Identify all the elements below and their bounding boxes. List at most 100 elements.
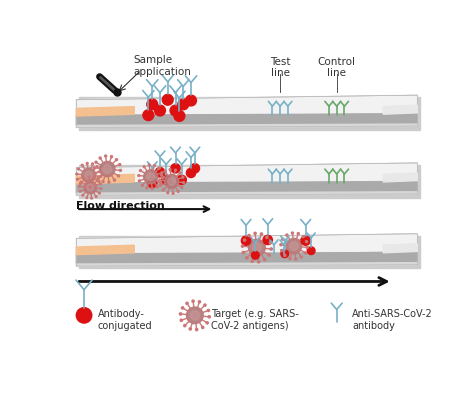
Circle shape	[162, 189, 164, 191]
Polygon shape	[79, 236, 419, 268]
Polygon shape	[76, 95, 417, 118]
Circle shape	[76, 179, 78, 180]
Polygon shape	[76, 263, 417, 266]
Circle shape	[99, 192, 100, 194]
Circle shape	[91, 163, 93, 165]
Circle shape	[162, 177, 164, 179]
Circle shape	[192, 300, 194, 302]
Circle shape	[180, 319, 182, 322]
Circle shape	[284, 254, 286, 256]
Polygon shape	[76, 182, 417, 193]
Circle shape	[289, 258, 291, 260]
Circle shape	[118, 175, 119, 177]
Circle shape	[290, 242, 298, 250]
Circle shape	[241, 236, 251, 245]
Circle shape	[95, 196, 97, 198]
Circle shape	[162, 94, 173, 105]
Circle shape	[257, 261, 260, 263]
Circle shape	[182, 307, 184, 309]
Polygon shape	[383, 173, 417, 182]
Circle shape	[155, 105, 165, 116]
Circle shape	[186, 95, 196, 106]
Circle shape	[147, 99, 158, 110]
Circle shape	[108, 181, 110, 183]
Circle shape	[177, 190, 179, 192]
Circle shape	[158, 167, 160, 169]
Circle shape	[94, 184, 96, 186]
Polygon shape	[383, 105, 417, 114]
Circle shape	[144, 170, 158, 184]
Circle shape	[88, 176, 90, 178]
Circle shape	[306, 246, 308, 248]
Polygon shape	[79, 98, 419, 130]
Circle shape	[76, 173, 78, 175]
Circle shape	[286, 234, 288, 236]
Circle shape	[143, 110, 154, 120]
Circle shape	[292, 232, 293, 234]
Circle shape	[82, 168, 96, 182]
Circle shape	[252, 243, 262, 252]
Circle shape	[138, 175, 140, 177]
Circle shape	[100, 162, 115, 177]
Polygon shape	[76, 252, 417, 264]
Circle shape	[116, 159, 118, 161]
Circle shape	[159, 179, 161, 181]
Circle shape	[148, 164, 150, 166]
Circle shape	[248, 239, 265, 256]
Circle shape	[139, 169, 141, 171]
Circle shape	[97, 177, 99, 179]
Circle shape	[151, 188, 153, 190]
Circle shape	[79, 183, 81, 185]
Circle shape	[282, 238, 284, 240]
Circle shape	[79, 190, 81, 192]
Circle shape	[297, 233, 299, 235]
Circle shape	[147, 173, 155, 181]
Circle shape	[98, 181, 100, 182]
Circle shape	[301, 236, 310, 245]
Circle shape	[171, 164, 180, 173]
Circle shape	[87, 184, 94, 191]
Polygon shape	[79, 165, 419, 198]
Circle shape	[86, 162, 88, 164]
Circle shape	[103, 165, 111, 173]
Circle shape	[93, 177, 94, 178]
Circle shape	[95, 161, 97, 163]
Circle shape	[248, 235, 250, 237]
Circle shape	[269, 242, 272, 244]
Circle shape	[76, 308, 92, 323]
Circle shape	[244, 239, 246, 241]
Polygon shape	[76, 245, 134, 255]
Circle shape	[177, 175, 186, 184]
Circle shape	[84, 181, 97, 194]
Circle shape	[307, 247, 315, 254]
Circle shape	[86, 197, 88, 199]
Circle shape	[159, 184, 161, 186]
Circle shape	[105, 155, 107, 157]
Circle shape	[138, 180, 140, 182]
Circle shape	[164, 175, 179, 188]
Circle shape	[81, 164, 83, 166]
Circle shape	[190, 311, 200, 320]
Polygon shape	[76, 163, 417, 185]
Circle shape	[97, 179, 99, 181]
Circle shape	[182, 182, 184, 184]
Circle shape	[99, 170, 101, 172]
Text: Anti-SARS-CoV-2
antibody: Anti-SARS-CoV-2 antibody	[352, 309, 433, 331]
Circle shape	[167, 192, 169, 194]
Circle shape	[147, 178, 157, 188]
Polygon shape	[76, 174, 134, 184]
Circle shape	[180, 313, 182, 315]
Circle shape	[89, 186, 91, 188]
Polygon shape	[76, 192, 417, 195]
Circle shape	[100, 175, 101, 177]
Circle shape	[119, 169, 121, 171]
Text: Control
line: Control line	[318, 56, 356, 78]
Circle shape	[99, 157, 101, 159]
Circle shape	[207, 309, 210, 312]
Circle shape	[281, 250, 289, 258]
Circle shape	[91, 198, 92, 199]
Circle shape	[251, 252, 259, 259]
Circle shape	[302, 236, 304, 238]
Polygon shape	[383, 244, 417, 253]
Circle shape	[160, 174, 162, 176]
